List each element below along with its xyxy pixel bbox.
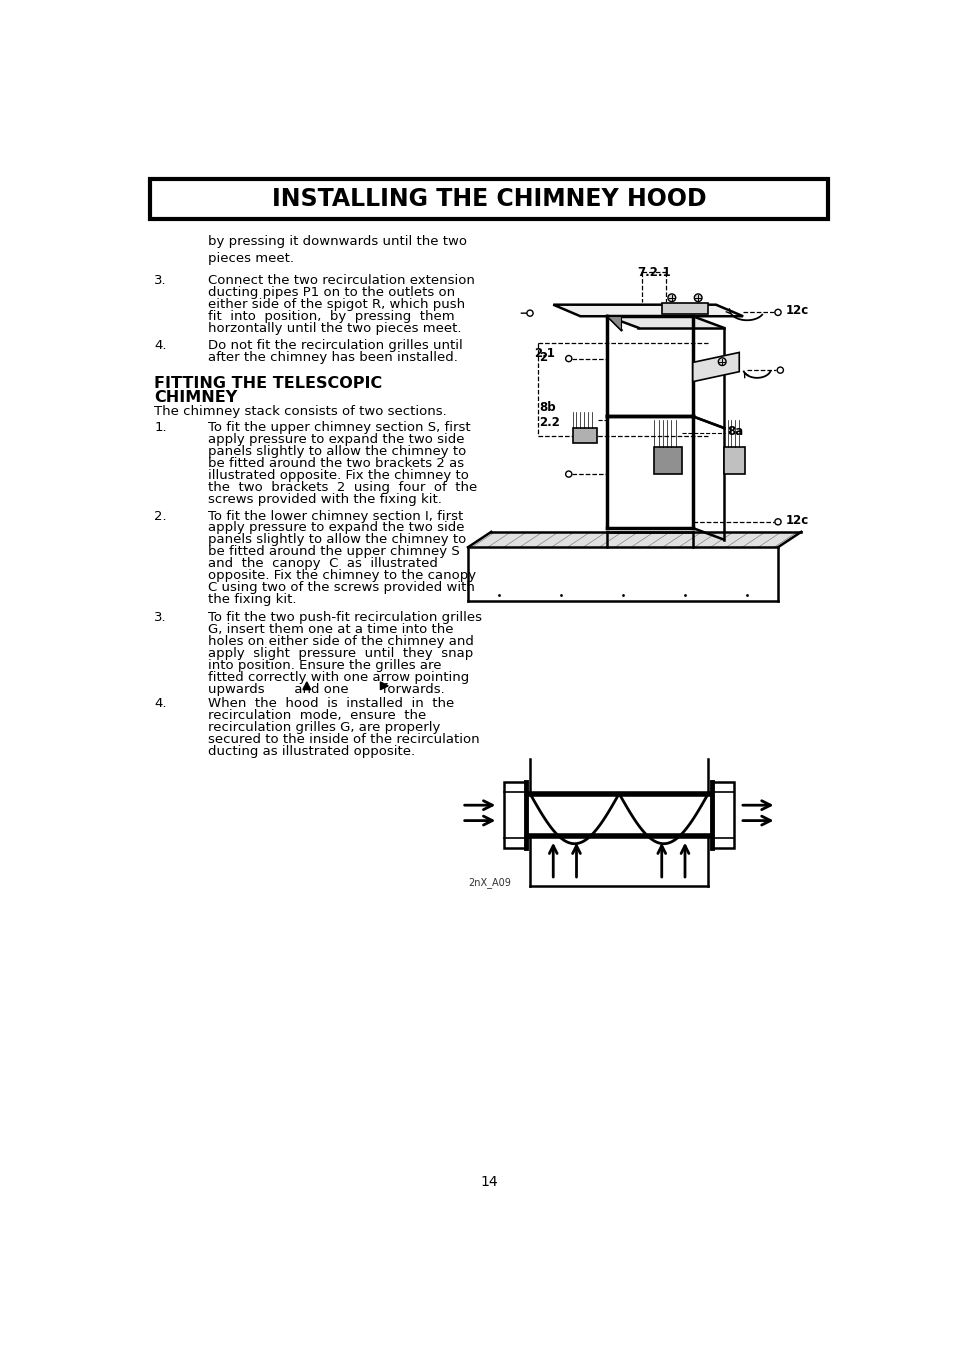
Text: 2: 2 [538, 352, 547, 364]
Bar [654, 448, 680, 475]
Circle shape [777, 366, 782, 373]
Bar [723, 448, 744, 475]
Circle shape [565, 356, 571, 362]
Text: panels slightly to allow the chimney to: panels slightly to allow the chimney to [208, 534, 466, 546]
Polygon shape [303, 681, 311, 690]
Polygon shape [607, 316, 723, 327]
Text: 2.1: 2.1 [534, 346, 554, 360]
Text: opposite. Fix the chimney to the canopy: opposite. Fix the chimney to the canopy [208, 569, 476, 583]
Text: illustrated opposite. Fix the chimney to: illustrated opposite. Fix the chimney to [208, 469, 469, 481]
Text: secured to the inside of the recirculation: secured to the inside of the recirculati… [208, 733, 479, 746]
Text: When  the  hood  is  installed  in  the: When the hood is installed in the [208, 698, 455, 710]
Text: screws provided with the fixing kit.: screws provided with the fixing kit. [208, 492, 442, 506]
Text: 2nX_A09: 2nX_A09 [468, 876, 511, 888]
Text: horzontally until the two pieces meet.: horzontally until the two pieces meet. [208, 322, 461, 335]
Text: holes on either side of the chimney and: holes on either side of the chimney and [208, 635, 474, 648]
Bar [504, 781, 525, 848]
Text: be fitted around the upper chimney S: be fitted around the upper chimney S [208, 545, 459, 558]
Text: apply  slight  pressure  until  they  snap: apply slight pressure until they snap [208, 648, 473, 660]
Circle shape [718, 358, 725, 365]
Text: the fixing kit.: the fixing kit. [208, 594, 296, 606]
Polygon shape [692, 353, 739, 381]
Text: the  two  brackets  2  using  four  of  the: the two brackets 2 using four of the [208, 480, 477, 493]
Text: 7.2.1: 7.2.1 [637, 266, 670, 280]
Polygon shape [380, 681, 388, 690]
Text: 2.2: 2.2 [538, 416, 559, 430]
Circle shape [774, 519, 781, 525]
Text: apply pressure to expand the two side: apply pressure to expand the two side [208, 433, 464, 446]
Text: after the chimney has been installed.: after the chimney has been installed. [208, 352, 457, 364]
Text: and  the  canopy  C  as  illustrated: and the canopy C as illustrated [208, 557, 437, 571]
Text: CHIMNEY: CHIMNEY [154, 391, 237, 406]
Text: G, insert them one at a time into the: G, insert them one at a time into the [208, 623, 454, 635]
Circle shape [774, 310, 781, 315]
Text: 3.: 3. [154, 274, 167, 287]
Text: upwards       and one        forwards.: upwards and one forwards. [208, 683, 445, 696]
Text: be fitted around the two brackets 2 as: be fitted around the two brackets 2 as [208, 457, 464, 469]
Text: Connect the two recirculation extension: Connect the two recirculation extension [208, 274, 475, 287]
Text: fit  into  position,  by  pressing  them: fit into position, by pressing them [208, 310, 455, 323]
Text: C using two of the screws provided with: C using two of the screws provided with [208, 581, 475, 594]
Text: ducting as illustrated opposite.: ducting as illustrated opposite. [208, 745, 416, 758]
Text: recirculation grilles G, are properly: recirculation grilles G, are properly [208, 721, 440, 734]
Text: 14: 14 [479, 1175, 497, 1190]
Bar [572, 427, 597, 443]
Text: 4.: 4. [154, 339, 167, 353]
Text: ducting pipes P1 on to the outlets on: ducting pipes P1 on to the outlets on [208, 285, 455, 299]
Text: 8a: 8a [727, 426, 743, 438]
Text: To fit the upper chimney section S, first: To fit the upper chimney section S, firs… [208, 420, 471, 434]
Text: 4.: 4. [154, 698, 167, 710]
Text: 8b: 8b [538, 402, 556, 414]
Bar [661, 303, 707, 314]
Text: FITTING THE TELESCOPIC: FITTING THE TELESCOPIC [154, 376, 382, 391]
Bar [150, 180, 827, 219]
Circle shape [667, 293, 675, 301]
Circle shape [694, 293, 701, 301]
Text: 12c: 12c [785, 514, 808, 527]
Text: 3.: 3. [154, 611, 167, 625]
Text: either side of the spigot R, which push: either side of the spigot R, which push [208, 297, 465, 311]
Text: 2.: 2. [154, 510, 167, 522]
Text: 1.: 1. [154, 420, 167, 434]
Text: To fit the two push-fit recirculation grilles: To fit the two push-fit recirculation gr… [208, 611, 482, 625]
Text: 12c: 12c [785, 304, 808, 318]
Text: into position. Ensure the grilles are: into position. Ensure the grilles are [208, 658, 441, 672]
Circle shape [565, 470, 571, 477]
Text: by pressing it downwards until the two
pieces meet.: by pressing it downwards until the two p… [208, 235, 467, 265]
Bar [711, 781, 733, 848]
Text: The chimney stack consists of two sections.: The chimney stack consists of two sectio… [154, 404, 446, 418]
Text: panels slightly to allow the chimney to: panels slightly to allow the chimney to [208, 445, 466, 458]
Text: To fit the lower chimney section I, first: To fit the lower chimney section I, firs… [208, 510, 463, 522]
Polygon shape [553, 304, 742, 316]
Text: INSTALLING THE CHIMNEY HOOD: INSTALLING THE CHIMNEY HOOD [272, 187, 705, 211]
Text: Do not fit the recirculation grilles until: Do not fit the recirculation grilles unt… [208, 339, 462, 353]
Text: recirculation  mode,  ensure  the: recirculation mode, ensure the [208, 710, 426, 722]
Text: apply pressure to expand the two side: apply pressure to expand the two side [208, 522, 464, 534]
Text: fitted correctly with one arrow pointing: fitted correctly with one arrow pointing [208, 671, 469, 684]
Circle shape [526, 310, 533, 316]
Polygon shape [607, 316, 620, 330]
Polygon shape [468, 531, 801, 548]
